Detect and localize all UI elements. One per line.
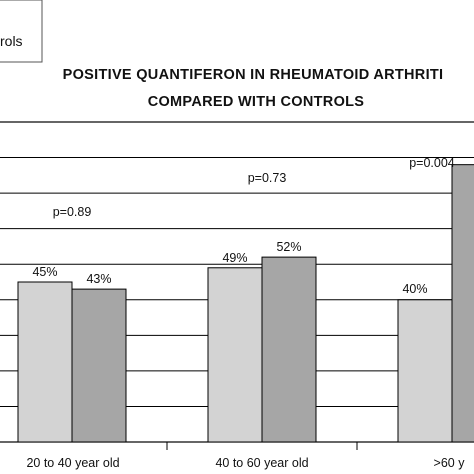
bar xyxy=(451,164,474,443)
data-label: 49% xyxy=(222,251,247,265)
bar xyxy=(71,288,127,443)
data-label: 52% xyxy=(276,240,301,254)
p-value-label: p=0.73 xyxy=(248,171,287,185)
x-tick-label: 20 to 40 year old xyxy=(26,456,119,470)
bar xyxy=(397,299,453,443)
p-value-label: p=0.004 xyxy=(409,156,455,170)
chart-title-line-2: COMPARED WITH CONTROLS xyxy=(148,94,365,110)
legend-box xyxy=(0,0,43,63)
x-axis: 20 to 40 year old 40 to 60 year old >60 y xyxy=(26,442,465,470)
p-values: p=0.89 p=0.73 p=0.004 xyxy=(53,156,455,219)
data-label: 43% xyxy=(86,272,111,286)
bars xyxy=(17,164,474,443)
bar xyxy=(207,267,263,443)
chart-title-line-1: POSITIVE QUANTIFERON IN RHEUMATOID ARTHR… xyxy=(63,67,444,83)
data-labels: 45%49%40%43%52%7 xyxy=(32,240,427,296)
legend: rols xyxy=(0,0,43,63)
bar xyxy=(261,256,317,443)
x-tick-label: 40 to 60 year old xyxy=(215,456,308,470)
p-value-label: p=0.89 xyxy=(53,205,92,219)
data-label: 40% xyxy=(402,282,427,296)
bar xyxy=(17,281,73,443)
data-label: 45% xyxy=(32,265,57,279)
x-tick-label: >60 y xyxy=(434,456,466,470)
legend-entry-label: rols xyxy=(0,33,23,49)
